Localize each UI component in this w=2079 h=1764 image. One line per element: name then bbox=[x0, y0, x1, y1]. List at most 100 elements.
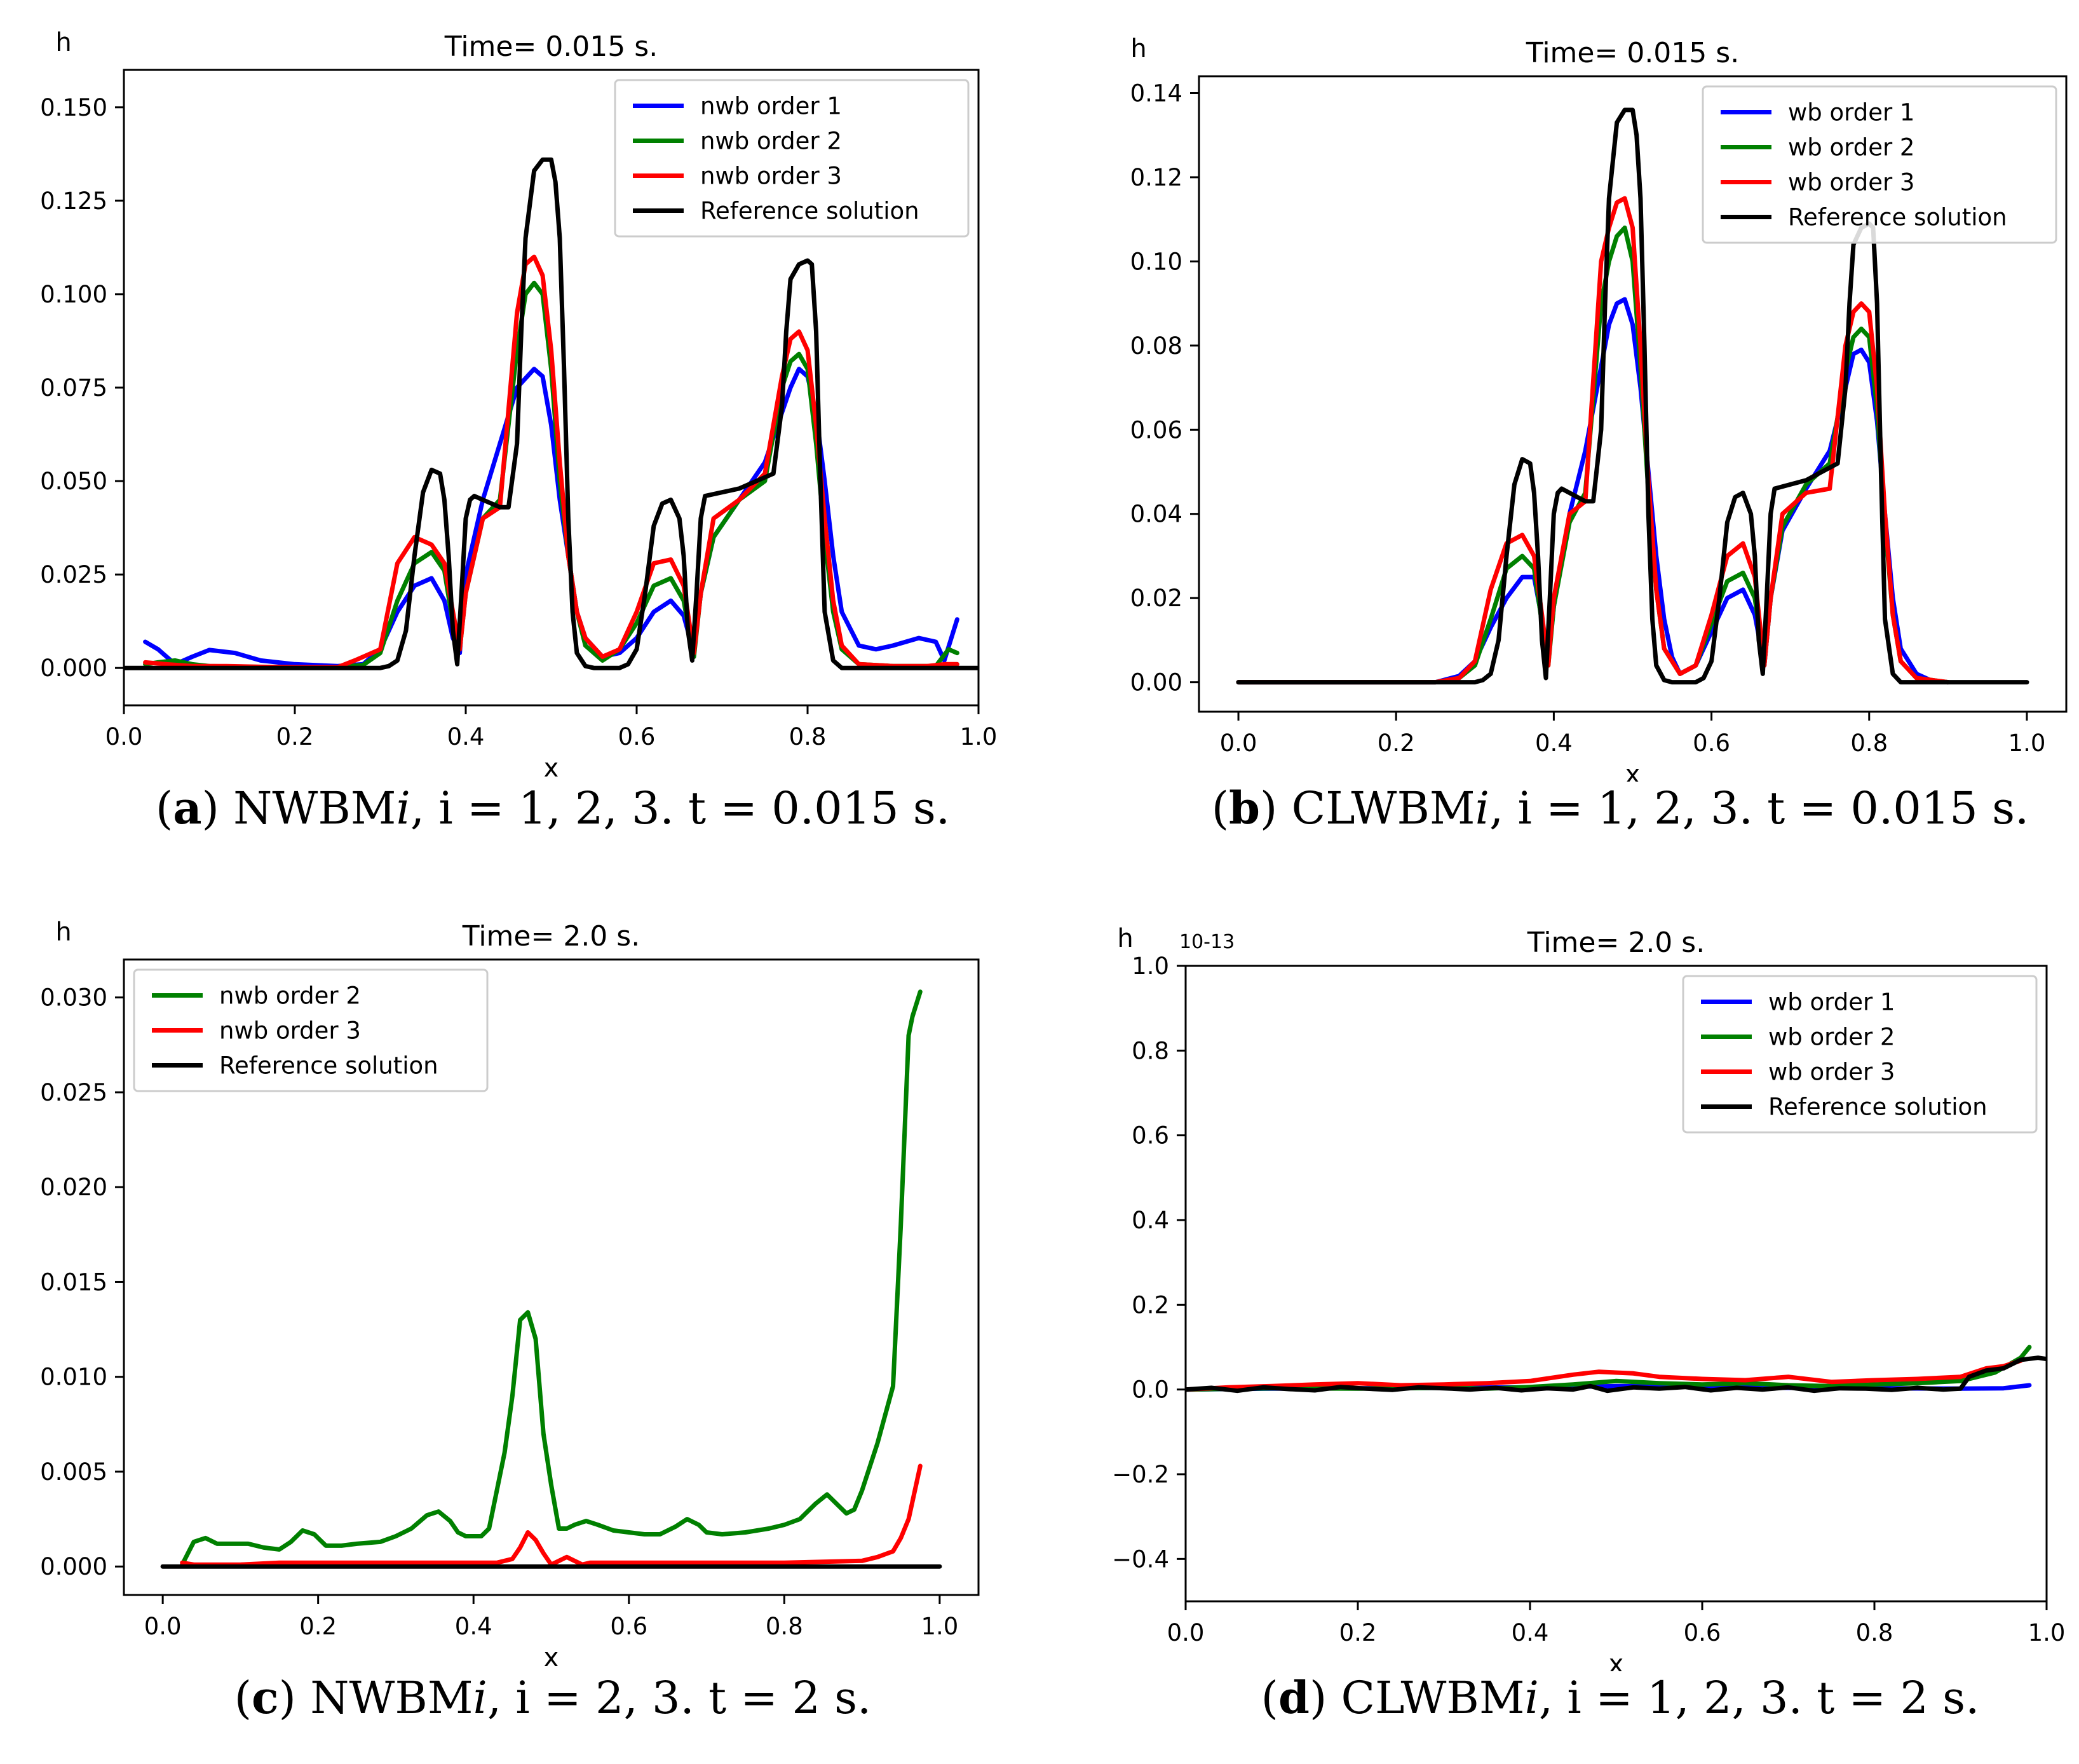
x-tick-label: 0.4 bbox=[455, 1613, 492, 1640]
x-tick-label: 0.6 bbox=[1684, 1619, 1721, 1646]
x-tick-label: 0.2 bbox=[1339, 1619, 1377, 1646]
caption-d: (d) CLWBMi, i = 1, 2, 3. t = 2 s. bbox=[1261, 1671, 1980, 1724]
chart-title: Time= 2.0 s. bbox=[462, 920, 640, 953]
y-axis-label: h bbox=[1130, 34, 1146, 64]
legend-label: Reference solution bbox=[1788, 204, 2007, 231]
y-tick-label: 0.000 bbox=[40, 1553, 107, 1580]
caption-label: c bbox=[252, 1671, 279, 1724]
series-line-a-4 bbox=[124, 157, 979, 670]
legend-label: Reference solution bbox=[700, 198, 919, 225]
x-tick-label: 0.6 bbox=[1693, 729, 1730, 757]
x-tick-label: 0.2 bbox=[299, 1613, 337, 1640]
axes-frame bbox=[1184, 965, 2048, 1603]
x-tick-label: 0.8 bbox=[766, 1613, 803, 1640]
y-tick-label: 0.000 bbox=[40, 655, 107, 682]
caption-c: (c) NWBMi, i = 2, 3. t = 2 s. bbox=[234, 1671, 872, 1724]
legend-label: wb order 2 bbox=[1768, 1024, 1895, 1051]
legend-label: wb order 3 bbox=[1788, 169, 1914, 196]
y-tick-label: 0.025 bbox=[40, 1079, 107, 1106]
legend: nwb order 1 nwb order 2 nwb order 3 Referen… bbox=[614, 79, 970, 238]
y-tick-label: 0.6 bbox=[1132, 1122, 1169, 1150]
x-tick-label: 0.0 bbox=[144, 1613, 182, 1640]
y-tick-label: 0.10 bbox=[1130, 248, 1182, 275]
chart-title: Time= 2.0 s. bbox=[1527, 926, 1705, 959]
legend-box bbox=[614, 79, 970, 238]
legend-label: wb order 1 bbox=[1768, 989, 1895, 1016]
y-tick-label: 0.2 bbox=[1132, 1291, 1169, 1319]
caption-scheme: CLWBM bbox=[1341, 1672, 1525, 1724]
y-tick-label: 0.02 bbox=[1130, 585, 1182, 612]
series-line-d-4 bbox=[1186, 1355, 2047, 1394]
chart-panel-a: 0.0 0.2 0.4 0.6 0.8 1.0 0.000 0.025 0.050 0.075 0.… bbox=[40, 28, 998, 782]
legend-label: wb order 3 bbox=[1768, 1059, 1895, 1086]
x-tick-label: 0.4 bbox=[1535, 729, 1573, 757]
x-tick-label: 1.0 bbox=[2028, 1619, 2066, 1646]
legend-label: nwb order 3 bbox=[700, 163, 842, 190]
caption-scheme: CLWBM bbox=[1291, 782, 1475, 834]
x-tick-label: 0.4 bbox=[1512, 1619, 1549, 1646]
legend-label: wb order 1 bbox=[1788, 99, 1914, 126]
chart-title: Time= 0.015 s. bbox=[1526, 37, 1739, 69]
y-tick-label: 0.4 bbox=[1132, 1207, 1169, 1234]
series-line-d-3 bbox=[1186, 1358, 2023, 1392]
chart-panel-b: 0.0 0.2 0.4 0.6 0.8 1.0 0.00 0.02 0.04 0.06 0.08 0.… bbox=[1130, 34, 2068, 782]
legend: wb order 1 wb order 2 wb order 3 Reference … bbox=[1682, 975, 2038, 1134]
legend-box bbox=[1702, 85, 2057, 244]
x-axis-label: x bbox=[544, 1643, 559, 1671]
x-tick-label: 0.6 bbox=[618, 723, 656, 750]
legend-label: wb order 2 bbox=[1788, 134, 1914, 161]
legend-label: nwb order 2 bbox=[700, 128, 842, 155]
axes-frame bbox=[123, 958, 980, 1596]
x-tick-label: 0.8 bbox=[1850, 729, 1888, 757]
y-tick-label: 0.06 bbox=[1130, 416, 1182, 444]
y-tick-label: 0.030 bbox=[40, 984, 107, 1012]
y-tick-label: 0.125 bbox=[40, 187, 107, 215]
caption-b: (b) CLWBMi, i = 1, 2, 3. t = 0.015 s. bbox=[1211, 782, 2029, 834]
legend-label: nwb order 3 bbox=[219, 1017, 361, 1045]
x-tick-label: 0.4 bbox=[447, 723, 485, 750]
caption-text: , i = 2, 3. t = 2 s. bbox=[487, 1672, 872, 1724]
x-tick-label: 0.2 bbox=[1378, 729, 1415, 757]
y-axis-exponent: 10-13 bbox=[1179, 931, 1235, 953]
chart-title: Time= 0.015 s. bbox=[444, 31, 658, 63]
x-tick-label: 0.8 bbox=[1856, 1619, 1893, 1646]
y-tick-label: 0.100 bbox=[40, 281, 107, 308]
legend-label: Reference solution bbox=[1768, 1094, 1988, 1121]
legend-label: nwb order 2 bbox=[219, 982, 361, 1010]
y-tick-label: −0.4 bbox=[1112, 1545, 1169, 1573]
legend-label: Reference solution bbox=[219, 1052, 438, 1080]
chart-panel-d: 0.0 0.2 0.4 0.6 0.8 1.0 −0.4 −0.2 0.0 0.2 0.4 0.6 0.… bbox=[1112, 924, 2066, 1671]
legend-box bbox=[1682, 975, 2038, 1134]
x-axis-label: x bbox=[544, 754, 559, 782]
caption-label: a bbox=[173, 782, 202, 834]
y-tick-label: 0.005 bbox=[40, 1458, 107, 1486]
legend-label: nwb order 1 bbox=[700, 93, 842, 120]
y-tick-label: 0.12 bbox=[1130, 164, 1182, 191]
series-line-c-1 bbox=[180, 989, 923, 1567]
legend-box bbox=[133, 968, 489, 1092]
y-tick-label: 0.8 bbox=[1132, 1037, 1169, 1064]
legend: wb order 1 wb order 2 wb order 3 Reference … bbox=[1702, 85, 2057, 244]
y-tick-label: 0.020 bbox=[40, 1174, 107, 1201]
x-tick-label: 1.0 bbox=[921, 1613, 958, 1640]
y-tick-label: 0.015 bbox=[40, 1268, 107, 1296]
caption-scheme: NWBM bbox=[310, 1672, 473, 1724]
x-axis-label: x bbox=[1609, 1650, 1624, 1671]
y-tick-label: 1.0 bbox=[1132, 953, 1169, 980]
caption-text: , i = 1, 2, 3. t = 0.015 s. bbox=[1489, 782, 2029, 834]
chart-panel-c: 0.0 0.2 0.4 0.6 0.8 1.0 0.000 0.005 0.010 0.015 0.… bbox=[40, 918, 980, 1671]
y-tick-label: 0.150 bbox=[40, 94, 107, 121]
y-tick-label: 0.010 bbox=[40, 1364, 107, 1391]
y-axis-label: h bbox=[55, 918, 71, 947]
y-tick-label: 0.14 bbox=[1130, 79, 1182, 107]
y-tick-label: −0.2 bbox=[1112, 1461, 1169, 1488]
series-line-b-4 bbox=[1236, 107, 2029, 685]
x-tick-label: 1.0 bbox=[960, 723, 998, 750]
x-tick-label: 0.6 bbox=[610, 1613, 647, 1640]
caption-scheme: NWBM bbox=[233, 782, 396, 834]
y-tick-label: 0.075 bbox=[40, 374, 107, 402]
y-axis-label: h bbox=[55, 28, 71, 57]
x-axis-label: x bbox=[1625, 760, 1641, 782]
x-tick-label: 0.0 bbox=[1220, 729, 1257, 757]
